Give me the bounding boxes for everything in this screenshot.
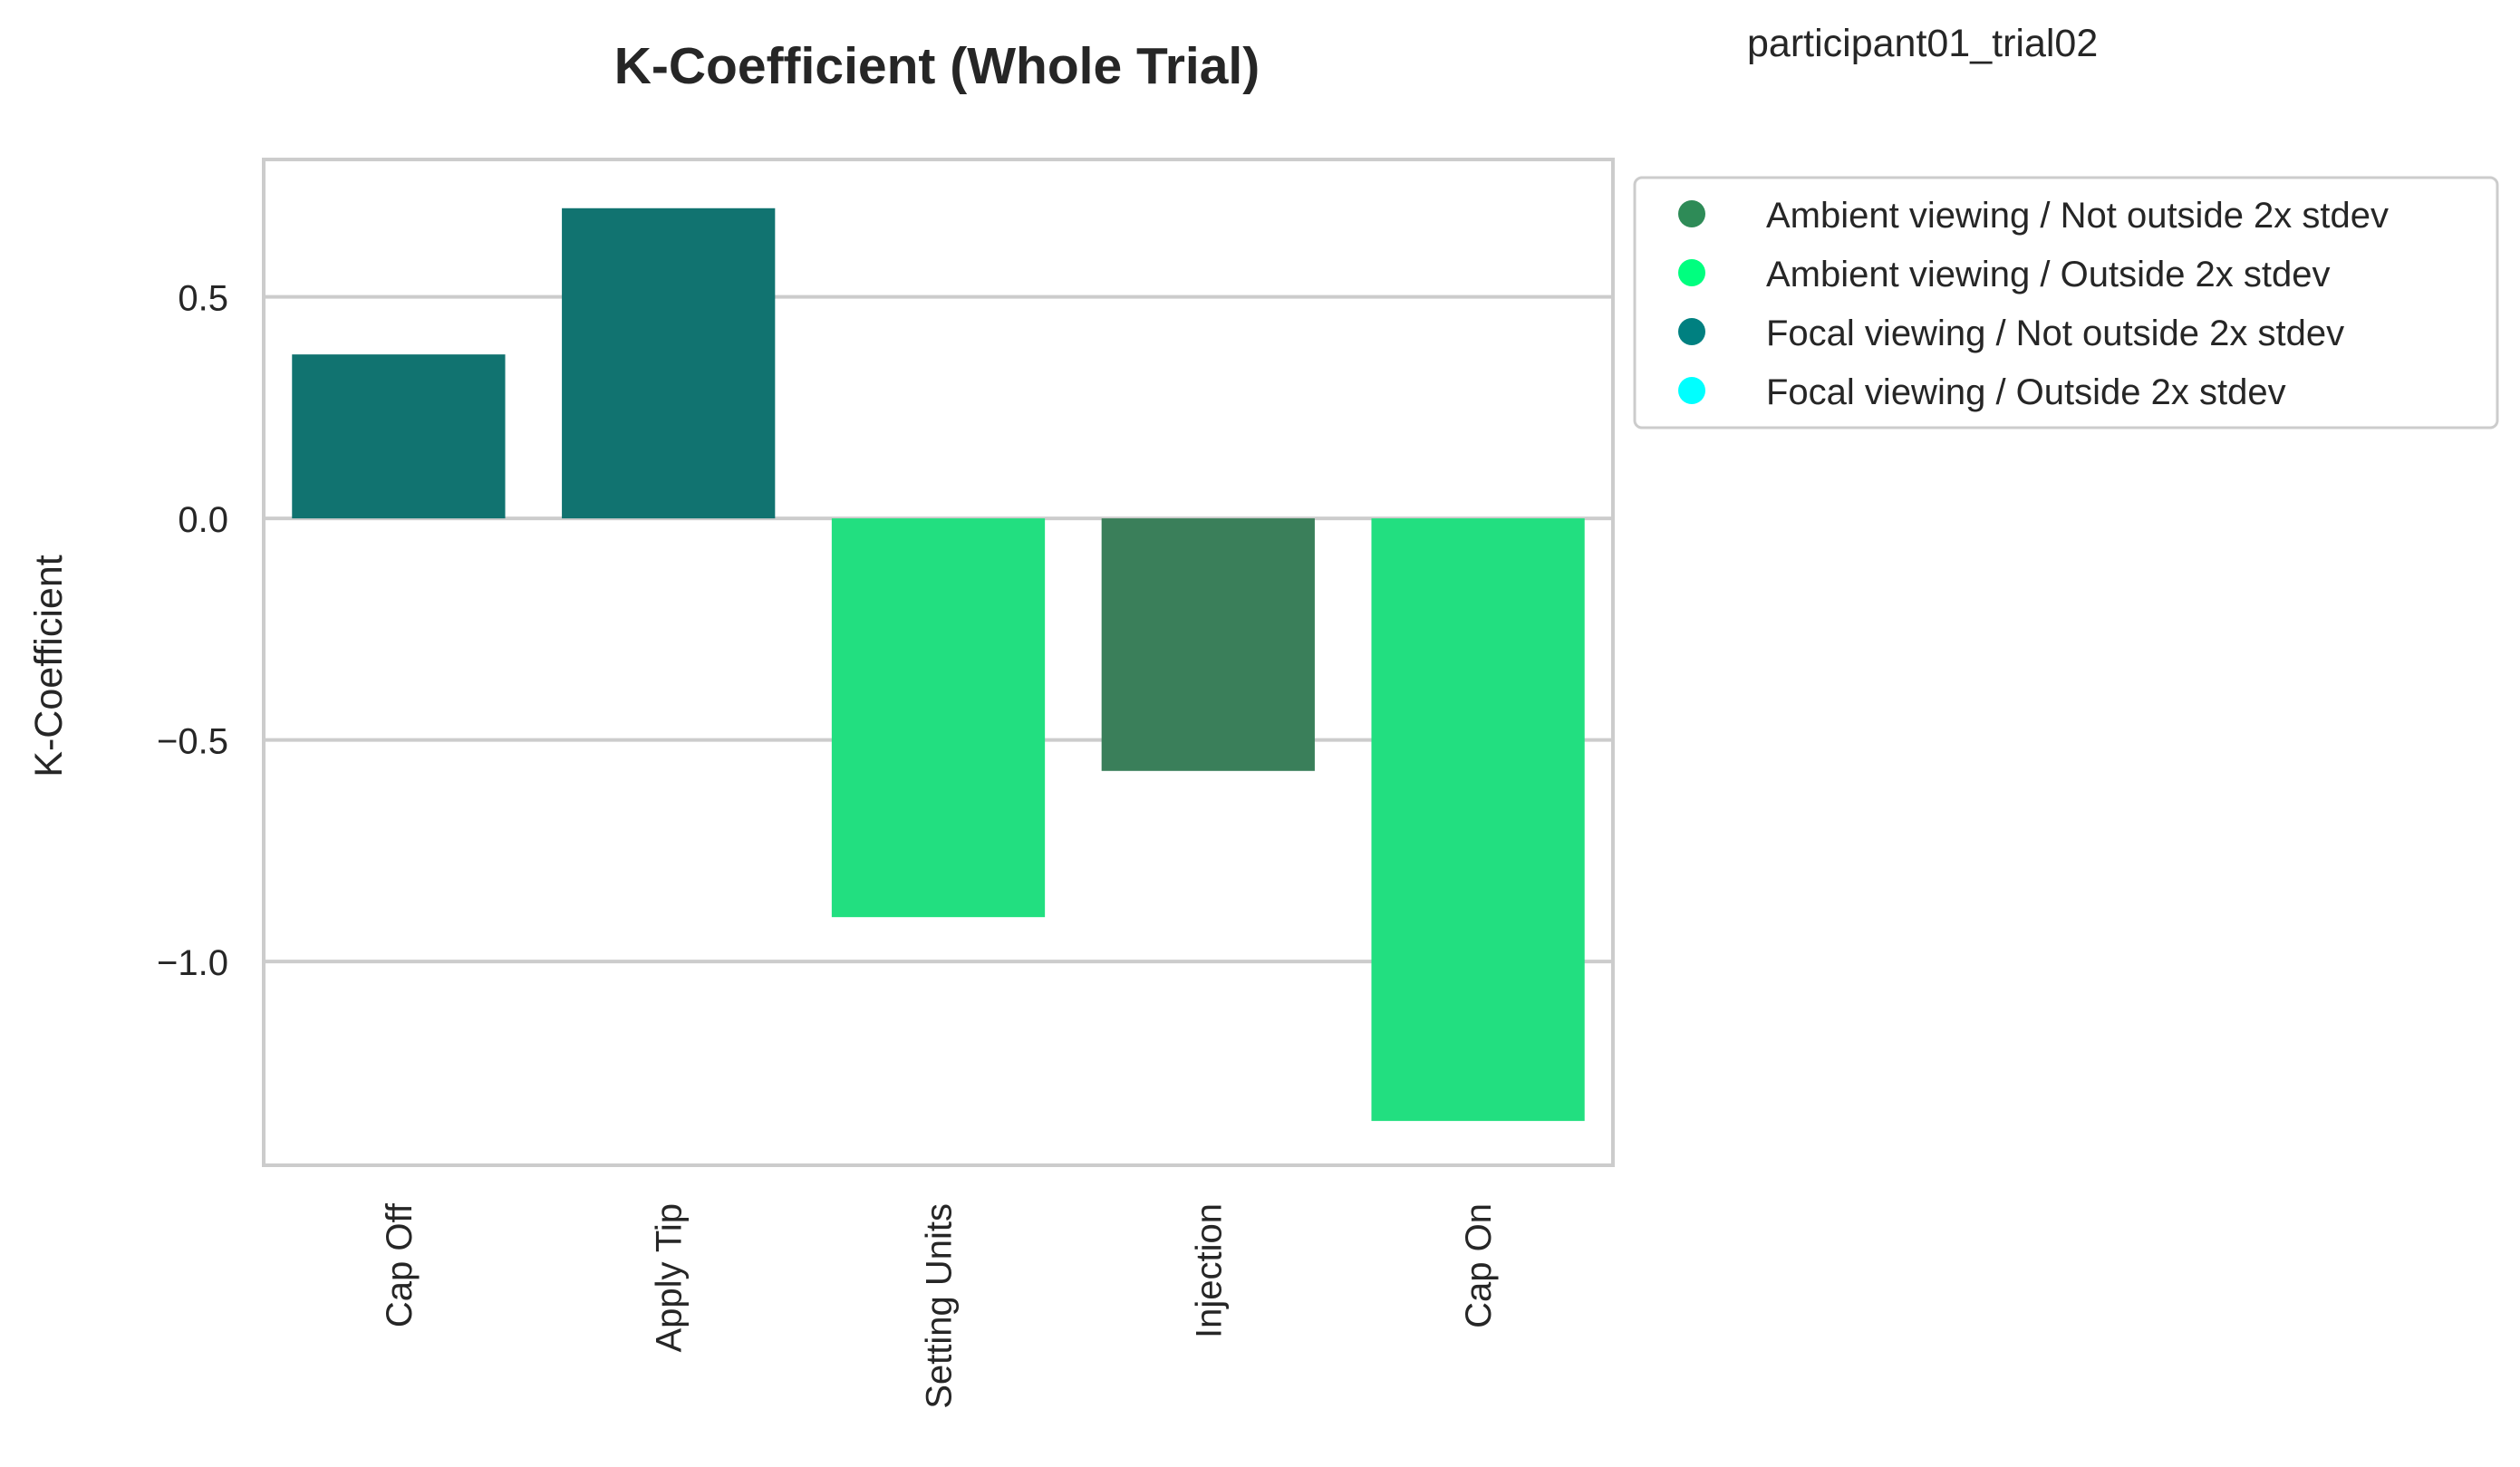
bar-cap-off	[292, 354, 506, 519]
x-tick-label: Cap Off	[380, 1202, 420, 1327]
legend-marker	[1678, 259, 1705, 286]
legend-label: Focal viewing / Not outside 2x stdev	[1766, 314, 2344, 353]
y-tick-label: 0.5	[178, 279, 228, 319]
y-axis-label: K-Coefficient	[27, 555, 71, 777]
legend-label: Ambient viewing / Outside 2x stdev	[1766, 255, 2331, 294]
legend-label: Ambient viewing / Not outside 2x stdev	[1766, 196, 2389, 236]
x-tick-label: Cap On	[1459, 1203, 1499, 1328]
bar-apply-tip	[562, 208, 776, 519]
legend-marker	[1678, 318, 1705, 345]
y-tick-label: −1.0	[157, 943, 228, 983]
x-tick-label: Injection	[1189, 1203, 1229, 1338]
bar-cap-on	[1371, 518, 1585, 1122]
legend: Ambient viewing / Not outside 2x stdev Am…	[1633, 176, 2499, 429]
x-tick-labels: Cap Off Apply Tip Setting Units Injection Ca…	[380, 1202, 1499, 1409]
x-tick-label: Setting Units	[920, 1203, 960, 1409]
y-tick-label: 0.0	[178, 500, 228, 540]
y-tick-label: −0.5	[157, 722, 228, 762]
chart-title: K-Coefficient (Whole Trial)	[614, 37, 1260, 95]
plot-frame	[262, 158, 1615, 1167]
legend-frame	[1633, 176, 2499, 429]
legend-label: Focal viewing / Outside 2x stdev	[1766, 372, 2286, 412]
bar-injection	[1101, 518, 1315, 771]
bars	[292, 208, 1585, 1122]
bar-setting-units	[831, 518, 1046, 918]
legend-marker	[1678, 377, 1705, 404]
y-tick-labels: 0.5 0.0 −0.5 −1.0	[157, 279, 228, 983]
legend-marker	[1678, 200, 1705, 227]
chart-subtitle: participant01_trial02	[1747, 22, 2098, 65]
x-tick-label: Apply Tip	[650, 1203, 690, 1353]
